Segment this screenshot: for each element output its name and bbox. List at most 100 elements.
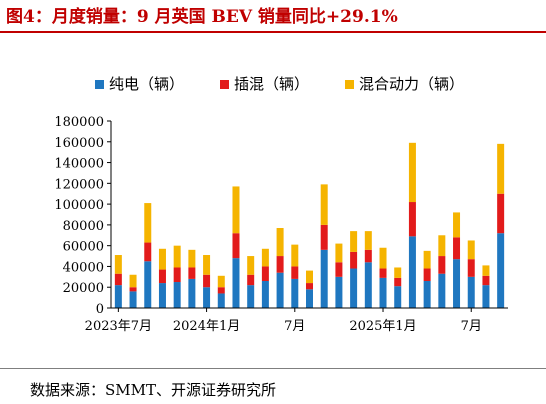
legend-swatch	[220, 80, 229, 89]
bar-segment	[408, 236, 416, 308]
y-tick-label: 100000	[54, 198, 104, 213]
bar-segment	[320, 184, 328, 225]
bar-segment	[276, 272, 284, 308]
bar-segment	[129, 274, 137, 288]
bar-segment	[261, 266, 269, 281]
bar-segment	[482, 265, 490, 276]
bar-segment	[335, 262, 343, 277]
bar-segment	[247, 285, 255, 308]
bar-segment	[129, 287, 137, 292]
bar-segment	[276, 256, 284, 273]
bar-segment	[261, 280, 269, 308]
bar-segment	[173, 267, 181, 283]
bar-segment	[217, 293, 225, 308]
bar-segment	[114, 285, 122, 308]
bar-segment	[379, 247, 387, 269]
bar-segment	[453, 237, 461, 260]
stacked-bar-chart: 纯电（辆） 插混（辆） 混合动力（辆） 0 20000 40000 60000 80000 10…	[54, 75, 508, 334]
legend-swatch	[345, 80, 354, 89]
bar-segment	[247, 256, 255, 275]
bar-segment	[203, 287, 211, 308]
bar-segment	[482, 275, 490, 286]
y-tick-label: 20000	[63, 281, 104, 296]
bar-segment	[453, 259, 461, 308]
bar-segment	[188, 249, 196, 268]
bar-segment	[291, 278, 299, 308]
title-divider	[0, 31, 546, 33]
y-tick-label: 120000	[54, 177, 104, 192]
bar-segment	[306, 283, 313, 290]
bar-segment	[144, 203, 152, 243]
bar-segment	[423, 268, 431, 281]
bar-segment	[158, 248, 166, 270]
bar-segment	[394, 267, 402, 278]
bar-segment	[129, 291, 137, 308]
y-tick-label: 180000	[54, 115, 104, 130]
bar-segment	[232, 186, 240, 234]
bar-segment	[364, 231, 372, 250]
bar-segment	[320, 249, 328, 308]
bar-segment	[306, 270, 313, 284]
bar-segment	[232, 233, 240, 259]
bar-segment	[350, 231, 358, 252]
bar-segment	[467, 276, 475, 308]
bar-segment	[203, 255, 211, 275]
source-divider	[0, 368, 546, 369]
bar-segment	[497, 143, 505, 194]
bar-segment	[364, 262, 372, 308]
bar-segment	[408, 142, 416, 203]
figure-title: 图4：月度销量：9 月英国 BEV 销量同比+29.1%	[6, 7, 398, 27]
bar-segment	[144, 242, 152, 262]
bar-segment	[467, 240, 475, 260]
legend-label: 插混（辆）	[234, 75, 309, 93]
bar-segment	[394, 286, 402, 308]
legend-label: 混合动力（辆）	[359, 75, 464, 93]
bar-segment	[203, 274, 211, 288]
bar-segment	[379, 268, 387, 278]
y-tick-label: 140000	[54, 157, 104, 172]
bar-segment	[497, 233, 505, 308]
y-tick-label: 40000	[63, 260, 104, 275]
bar-segment	[276, 228, 284, 257]
bar-segment	[173, 245, 181, 268]
bar-segment	[144, 261, 152, 308]
bar-segment	[394, 277, 402, 287]
bar-segment	[438, 256, 446, 274]
bar-segment	[158, 269, 166, 284]
y-tick-label: 0	[96, 302, 104, 317]
bar-segment	[438, 235, 446, 257]
x-tick-label: 2023年7月	[85, 319, 152, 334]
bar-segment	[350, 268, 358, 308]
bar-segment	[291, 244, 299, 267]
bar-segment	[335, 276, 343, 308]
bar-segment	[482, 285, 490, 308]
x-tick-label: 7月	[461, 319, 482, 334]
bar-segment	[423, 250, 431, 269]
bar-segment	[320, 224, 328, 250]
bar-segment	[232, 258, 240, 308]
bar-segment	[438, 273, 446, 308]
y-tick-label: 80000	[63, 219, 104, 234]
y-tick-label: 60000	[63, 240, 104, 255]
legend-label: 纯电（辆）	[109, 75, 184, 93]
bar-segment	[408, 202, 416, 237]
bar-segment	[173, 282, 181, 308]
bar-segment	[306, 289, 313, 308]
bar-segment	[114, 255, 122, 274]
legend-swatch	[95, 80, 104, 89]
bar-segment	[261, 248, 269, 267]
x-tick-label: 7月	[284, 319, 305, 334]
bar-segment	[335, 243, 343, 263]
bar-segment	[379, 277, 387, 308]
bar-segment	[453, 212, 461, 238]
source-note: 数据来源：SMMT、开源证券研究所	[30, 381, 276, 399]
bar-segment	[188, 267, 196, 279]
bar-segment	[291, 266, 299, 279]
x-tick-label: 2025年1月	[349, 319, 416, 334]
bar-segment	[247, 274, 255, 286]
bar-segment	[188, 278, 196, 308]
bar-segment	[350, 251, 358, 269]
bar-segment	[467, 259, 475, 277]
bar-segment	[114, 273, 122, 286]
y-tick-label: 160000	[54, 136, 104, 151]
